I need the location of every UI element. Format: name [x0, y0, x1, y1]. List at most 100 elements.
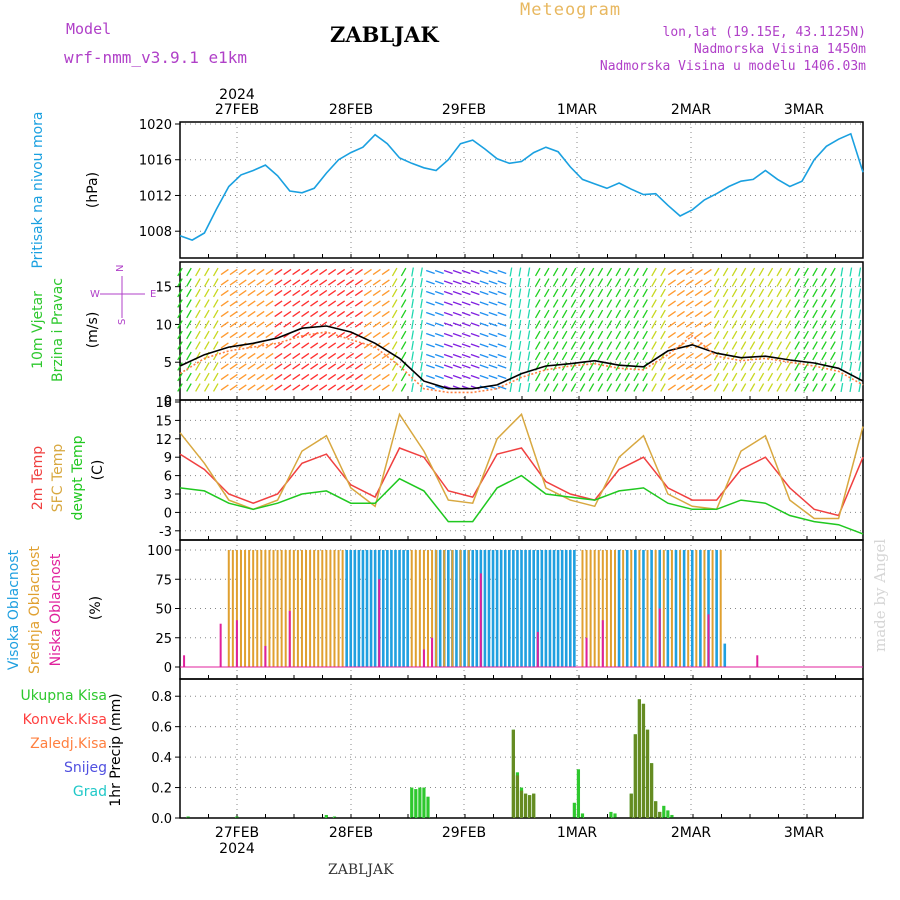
wind-arrow: [858, 288, 862, 298]
wind-arrow: [327, 289, 337, 297]
wind-arrow: [452, 353, 462, 359]
wind-arrow: [497, 269, 507, 275]
wind-arrow: [461, 301, 471, 306]
wind-arrow: [615, 288, 622, 298]
wind-arrow: [749, 320, 756, 329]
wind-arrow: [703, 321, 712, 328]
wind-arrow: [488, 343, 498, 348]
wind-arrow: [229, 384, 238, 391]
wind-arrow: [694, 373, 703, 381]
wind-arrow: [345, 352, 354, 360]
wind-arrow: [642, 309, 648, 319]
wind-arrow: [518, 361, 522, 372]
precip-convective-bar: [511, 729, 515, 818]
wind-arrow: [310, 342, 319, 349]
wind-arrow: [411, 277, 414, 288]
wind-arrow: [479, 353, 489, 359]
wind-arrow: [685, 331, 694, 339]
wind-arrow: [310, 300, 319, 307]
wind-arrow: [676, 268, 685, 276]
wind-arrow: [642, 341, 648, 350]
wind-arrow: [830, 299, 836, 308]
wind-arrow: [694, 300, 703, 307]
wind-arrow: [509, 288, 513, 298]
wind-arrow: [265, 384, 274, 391]
wind-arrow: [247, 279, 256, 286]
wind-arrow: [212, 267, 219, 277]
wind-arrow: [425, 290, 435, 296]
wind-arrow: [660, 383, 666, 392]
wind-arrow: [858, 351, 862, 361]
wind-arrow: [830, 278, 836, 287]
wind-arrow: [633, 278, 639, 287]
wind-arrow: [703, 352, 712, 360]
wind-arrow: [758, 341, 765, 350]
wind-arrow: [651, 362, 657, 371]
wind-arrow: [713, 372, 720, 382]
compass-n: N: [115, 265, 126, 272]
wind-arrow: [509, 319, 513, 330]
wind-arrow: [292, 373, 301, 381]
wind-arrow: [660, 330, 666, 340]
wind-arrow: [858, 361, 862, 372]
wind-arrow: [420, 330, 423, 340]
wind-arrow: [552, 267, 559, 277]
wind-arrow: [265, 310, 274, 318]
wind-side-label-2: Brzina i Pravac: [50, 278, 66, 382]
wind-arrow: [606, 330, 613, 340]
wind-arrow: [552, 299, 559, 308]
wind-arrow: [812, 320, 818, 329]
wind-arrow: [722, 278, 729, 287]
year-label-top: 2024: [219, 87, 255, 103]
wind-arrow: [452, 374, 462, 380]
wind-arrow: [615, 267, 622, 277]
wind-arrow: [488, 374, 498, 380]
day-label-top: 3MAR: [784, 102, 825, 118]
wind-arrow: [740, 341, 747, 350]
wind-arrow: [615, 383, 622, 392]
wind-arrow: [177, 362, 183, 371]
wind-arrow: [633, 288, 639, 298]
wind-arrow: [274, 352, 283, 360]
wind-arrow: [336, 384, 346, 391]
wind-unit-label: (m/s): [85, 312, 101, 349]
wind-arrow: [229, 279, 238, 286]
wind-arrow: [488, 280, 498, 285]
wind-arrow: [238, 363, 247, 370]
wind-arrow: [561, 341, 568, 350]
wind-arrow: [381, 373, 390, 381]
wind-arrow: [676, 363, 685, 370]
wind-arrow: [624, 309, 631, 319]
wind-arrow: [247, 321, 256, 328]
wind-arrow: [186, 341, 192, 350]
precip-convective-bar: [633, 734, 637, 818]
wind-arrow: [527, 277, 531, 288]
wind-arrow: [624, 278, 631, 287]
wind-arrow: [676, 321, 685, 328]
wind-arrow: [292, 363, 301, 370]
wind-arrow: [488, 332, 498, 338]
wind-arrow: [731, 372, 738, 382]
wind-arrow: [256, 331, 265, 339]
wind-arrow: [488, 269, 498, 275]
wind-arrow: [749, 309, 756, 319]
wind-arrow: [195, 372, 201, 382]
wind-arrow: [400, 288, 407, 298]
wind-arrow: [265, 363, 274, 370]
wind-arrow: [561, 351, 568, 361]
wind-arrow: [292, 352, 301, 360]
wind-arrow: [552, 320, 559, 329]
wind-arrow: [256, 310, 265, 318]
wind-arrow: [283, 321, 292, 328]
wind-arrow: [443, 311, 453, 317]
wind-arrow: [319, 268, 328, 276]
location-coordinates: lon,lat (19.15E, 43.1125N): [662, 25, 867, 40]
wind-arrow: [676, 310, 685, 318]
wind-arrow: [534, 330, 541, 340]
wind-arrow: [177, 351, 183, 361]
wind-arrow: [527, 372, 531, 382]
wind-arrow: [615, 299, 622, 308]
wind-arrow: [479, 280, 489, 285]
wind-arrow: [570, 330, 577, 340]
